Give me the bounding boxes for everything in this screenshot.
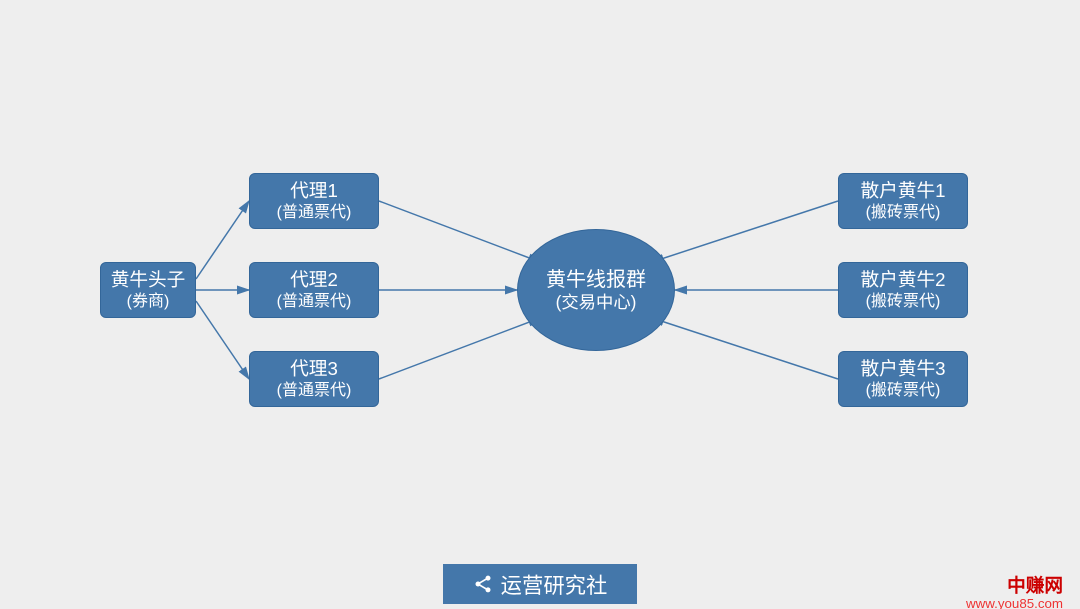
- edge-line: [196, 301, 249, 379]
- node-retail3-secondary: (搬砖票代): [866, 381, 941, 400]
- node-agent3-secondary: (普通票代): [277, 381, 352, 400]
- edge-line: [652, 201, 838, 262]
- node-retail3-primary: 散户黄牛3: [860, 358, 945, 380]
- node-root-secondary: (券商): [127, 292, 170, 311]
- diagram-canvas: 黄牛头子 (券商) 代理1 (普通票代) 代理2 (普通票代) 代理3 (普通票…: [0, 0, 1080, 609]
- footer-badge: 运营研究社: [443, 564, 637, 604]
- node-center-primary: 黄牛线报群: [546, 268, 646, 292]
- node-retail2-primary: 散户黄牛2: [860, 269, 945, 291]
- node-agent3-primary: 代理3: [290, 358, 338, 380]
- node-agent2: 代理2 (普通票代): [249, 262, 379, 318]
- node-center: 黄牛线报群 (交易中心): [517, 229, 675, 351]
- node-retail2-secondary: (搬砖票代): [866, 292, 941, 311]
- node-center-secondary: (交易中心): [556, 292, 637, 313]
- share-icon: [473, 574, 493, 594]
- node-retail3: 散户黄牛3 (搬砖票代): [838, 351, 968, 407]
- node-agent3: 代理3 (普通票代): [249, 351, 379, 407]
- edge-line: [652, 318, 838, 379]
- edge-line: [379, 318, 540, 379]
- node-root-primary: 黄牛头子: [111, 269, 186, 291]
- node-agent2-primary: 代理2: [290, 269, 338, 291]
- node-retail1-primary: 散户黄牛1: [860, 180, 945, 202]
- edge-line: [379, 201, 540, 262]
- node-root: 黄牛头子 (券商): [100, 262, 196, 318]
- edge-line: [196, 201, 249, 279]
- node-retail2: 散户黄牛2 (搬砖票代): [838, 262, 968, 318]
- footer-label: 运营研究社: [501, 569, 608, 600]
- node-agent1: 代理1 (普通票代): [249, 173, 379, 229]
- node-retail1-secondary: (搬砖票代): [866, 203, 941, 222]
- node-agent2-secondary: (普通票代): [277, 292, 352, 311]
- node-agent1-secondary: (普通票代): [277, 203, 352, 222]
- node-agent1-primary: 代理1: [290, 180, 338, 202]
- node-retail1: 散户黄牛1 (搬砖票代): [838, 173, 968, 229]
- watermark-line2: www.you85.com: [966, 597, 1063, 609]
- watermark-line1: 中赚网: [966, 576, 1063, 597]
- watermark: 中赚网 www.you85.com: [966, 576, 1063, 609]
